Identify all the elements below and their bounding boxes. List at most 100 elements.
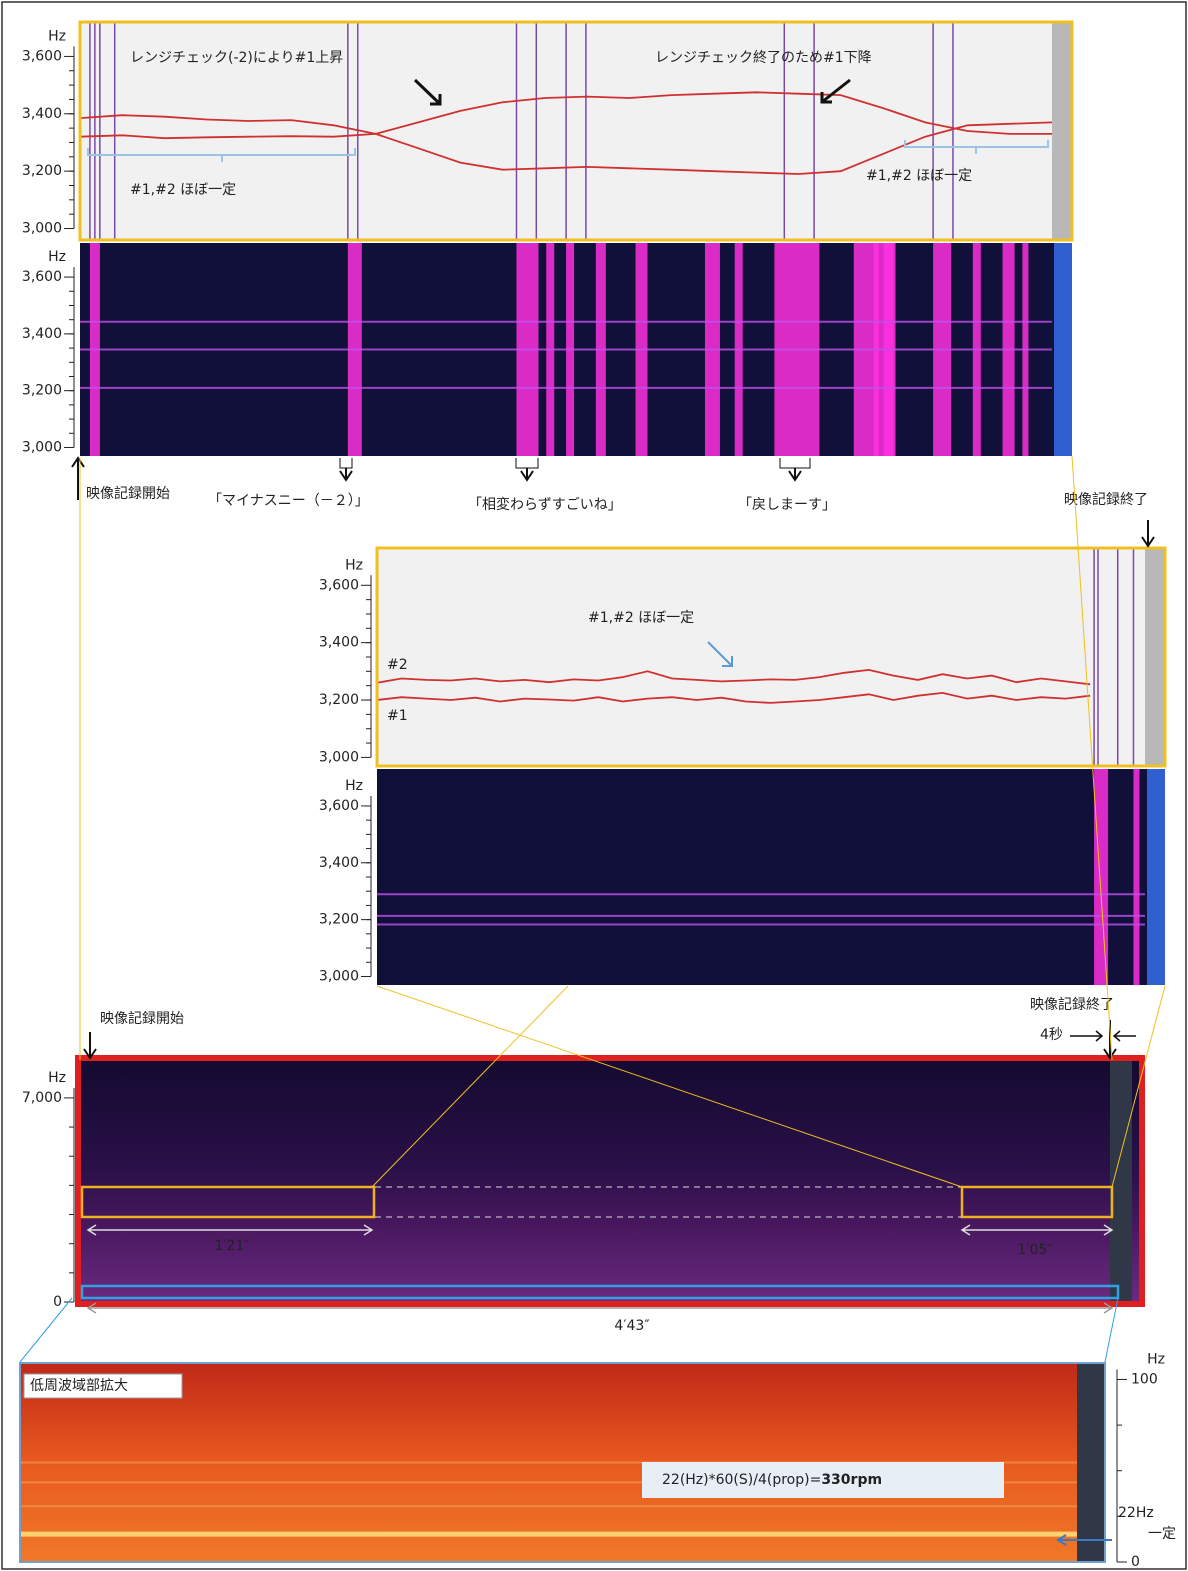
annotation: 「マイナスニー（－２）」: [208, 493, 369, 509]
label-box: [23, 1373, 183, 1399]
scale-strip: [1147, 769, 1165, 985]
annotation: 「戻しまーす」: [738, 497, 836, 513]
y-unit: Hz: [345, 557, 363, 573]
annotation: #1,#2 ほぼ一定: [130, 182, 236, 198]
arrow: [1056, 1534, 1112, 1546]
arrow-head: [788, 470, 802, 482]
plot-bg: [377, 548, 1165, 766]
panel-frame: [75, 1055, 1145, 1307]
scale-strip: [1054, 243, 1072, 456]
annotation: 4′43″: [614, 1318, 649, 1334]
arrow-head: [83, 1048, 97, 1060]
series-label: #1: [387, 708, 408, 724]
zoom-box: [960, 1185, 1114, 1219]
y-unit: Hz: [48, 28, 66, 44]
annotation: 映像記録終了: [1030, 996, 1114, 1013]
brace: [87, 148, 356, 162]
arrow-head: [520, 470, 534, 482]
arrow-head: [1103, 1048, 1117, 1060]
annotation: 映像記録開始: [86, 485, 170, 502]
y-tick-label: 3,400: [319, 855, 359, 871]
y-tick-label: 0: [1131, 1554, 1140, 1570]
bracket: [339, 458, 353, 469]
scale-strip: [1110, 1060, 1132, 1302]
noise-band: [1133, 769, 1140, 985]
annotation: 22(Hz)*60(S)/4(prop)=: [662, 1472, 821, 1488]
span-arrow: [960, 1224, 1114, 1236]
y-tick-label: 3,000: [22, 439, 62, 455]
arrow-head: [339, 470, 353, 482]
zoom-connector: [19, 1297, 73, 1363]
y-tick-label: 7,000: [22, 1090, 62, 1106]
spectrogram: [80, 1060, 1140, 1302]
zoom-box: [80, 1185, 376, 1219]
y-tick-label: 3,600: [319, 577, 359, 593]
annotation: 4秒: [1040, 1027, 1063, 1043]
annotation: レンジチェック終了のため#1下降: [655, 50, 872, 66]
y-tick-label: 3,200: [319, 912, 359, 928]
y-unit: Hz: [48, 1070, 66, 1086]
y-tick-label: 3,400: [319, 635, 359, 651]
series-line: [79, 91, 1052, 140]
annotation: 映像記録開始: [100, 1010, 184, 1027]
series-line: [79, 114, 1053, 175]
y-tick-label: 3,600: [22, 48, 62, 64]
y-tick-label: 3,000: [319, 749, 359, 765]
panel-frame: [19, 1362, 1106, 1563]
series-label: #2: [387, 657, 408, 673]
y-tick-label: 3,200: [22, 383, 62, 399]
end-bar: [1052, 22, 1072, 240]
y-tick-label: 3,000: [319, 968, 359, 984]
noise-band: [1094, 769, 1109, 985]
y-tick-label: 100: [1131, 1371, 1158, 1387]
end-bar: [1145, 548, 1165, 766]
zoom-connector: [1104, 1297, 1119, 1363]
annotation: 一定: [1148, 1526, 1176, 1542]
y-tick-label: 3,400: [22, 326, 62, 342]
arrow-head: [1141, 536, 1155, 548]
annotation: #1,#2 ほぼ一定: [866, 168, 972, 184]
annotation: 1′05″: [1017, 1242, 1052, 1258]
y-tick-label: 3,200: [22, 163, 62, 179]
arrow: [820, 78, 851, 104]
y-unit: Hz: [345, 778, 363, 794]
bracket: [779, 458, 811, 469]
annotation: レンジチェック(-2)により#1上昇: [130, 50, 343, 66]
y-unit: Hz: [1147, 1351, 1165, 1367]
y-tick-label: 3,600: [22, 269, 62, 285]
zoom-connector: [371, 985, 569, 1188]
spectrogram: [377, 769, 1165, 985]
zoom-connector: [1111, 985, 1166, 1188]
span-arrow: [86, 1302, 1114, 1314]
span-arrow: [86, 1224, 374, 1236]
formula-box: [642, 1462, 1004, 1498]
y-tick-label: 3,000: [22, 221, 62, 237]
y-tick-label: 3,400: [22, 106, 62, 122]
y-unit: Hz: [48, 249, 66, 265]
scale-strip: [1077, 1363, 1105, 1562]
annotation: 330rpm: [821, 1472, 882, 1488]
panel-frame: [375, 546, 1167, 768]
zoom-connector: [1071, 455, 1113, 1061]
zoom-connector: [376, 985, 963, 1188]
gap-arrow: [1070, 1030, 1136, 1042]
y-tick-label: 3,200: [319, 692, 359, 708]
panel-frame: [78, 20, 1074, 242]
series-line: [376, 668, 1091, 686]
annotation: 「相変わらずすごいね」: [468, 496, 622, 513]
annotation: 1′21″: [214, 1238, 249, 1254]
arrow: [707, 641, 733, 667]
bracket: [515, 458, 539, 469]
brace: [904, 140, 1049, 154]
annotation: #1,#2 ほぼ一定: [588, 610, 694, 626]
y-tick-label: 3,600: [319, 798, 359, 814]
y-tick-label: 0: [53, 1294, 62, 1310]
annotation: 22Hz: [1118, 1505, 1154, 1521]
zoom-box: [80, 1284, 1120, 1300]
series-line: [376, 691, 1091, 704]
arrow: [413, 78, 442, 106]
plot-bg: [80, 22, 1072, 240]
arrow-head: [71, 456, 85, 468]
